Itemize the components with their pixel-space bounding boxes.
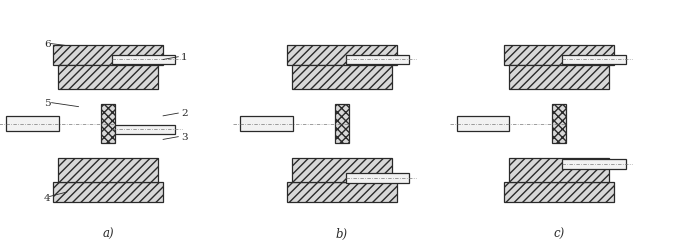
Bar: [562, 160, 625, 170]
Text: 1: 1: [181, 52, 188, 62]
Bar: [504, 46, 614, 66]
Text: c): c): [553, 227, 565, 240]
Bar: [53, 182, 163, 202]
Bar: [111, 125, 175, 135]
Text: 2: 2: [181, 109, 188, 118]
Bar: [504, 182, 614, 202]
Text: 3: 3: [181, 132, 188, 141]
Bar: [292, 158, 392, 182]
Bar: [292, 66, 392, 90]
Bar: [101, 105, 115, 143]
Bar: [6, 117, 59, 131]
Bar: [240, 117, 292, 131]
Bar: [562, 55, 625, 65]
Text: a): a): [102, 227, 114, 240]
Bar: [58, 158, 158, 182]
Bar: [335, 105, 349, 143]
Text: 5: 5: [44, 98, 50, 107]
Bar: [509, 66, 609, 90]
Bar: [58, 66, 158, 90]
Bar: [287, 182, 397, 202]
Bar: [111, 55, 175, 65]
Bar: [346, 173, 409, 183]
Bar: [287, 46, 397, 66]
Bar: [457, 117, 509, 131]
Bar: [509, 158, 609, 182]
Bar: [53, 46, 163, 66]
Bar: [346, 55, 409, 65]
Bar: [552, 105, 566, 143]
Text: 6: 6: [44, 40, 50, 48]
Text: b): b): [336, 227, 348, 240]
Text: 4: 4: [44, 194, 50, 202]
